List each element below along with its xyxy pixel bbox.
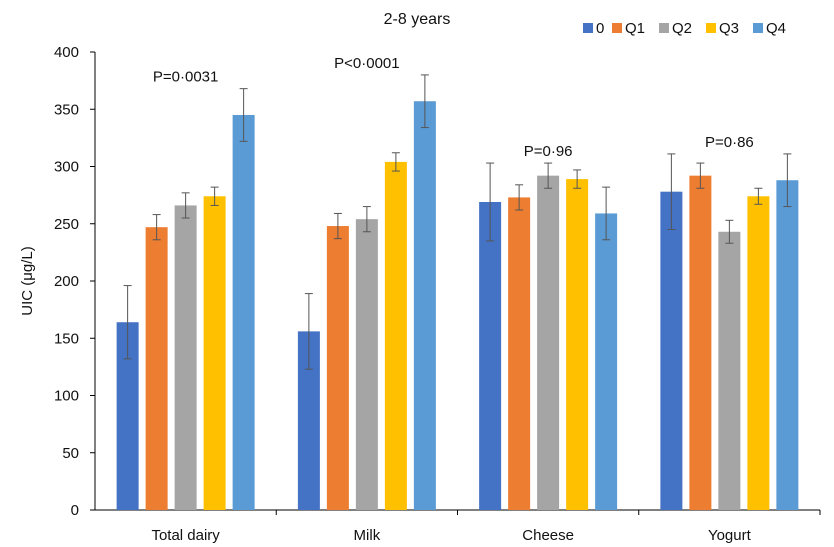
bar-q3 (384, 161, 407, 511)
bar-0 (116, 322, 139, 510)
p-value-label: P=0·0031 (153, 69, 218, 86)
p-value-label: P<0·0001 (334, 55, 399, 72)
y-tick-label: 50 (62, 445, 79, 462)
chart-title: 2-8 years (384, 11, 451, 28)
bar-0 (660, 191, 683, 510)
x-category-label: Cheese (522, 527, 574, 544)
bar-q4 (232, 114, 255, 510)
y-tick-label: 350 (54, 101, 79, 118)
x-category-label: Milk (354, 527, 381, 544)
bar-q1 (508, 197, 531, 511)
bar-q1 (145, 227, 168, 510)
bar-q2 (174, 205, 197, 510)
legend-swatch-q4 (753, 23, 763, 33)
x-category-label: Yogurt (708, 527, 752, 544)
bar-q4 (413, 101, 436, 511)
legend-label-0: 0 (596, 20, 604, 37)
bar-0 (479, 201, 502, 510)
legend: 0 Q1 Q2 Q3 Q4 (583, 20, 786, 37)
plot-area: 0 50 100 150 200 250 300 350 400 Total dairy P=0·0… (54, 44, 821, 544)
bar-q2 (355, 219, 378, 511)
bar-q2 (537, 175, 560, 510)
p-value-label: P=0·96 (524, 143, 573, 160)
legend-label-q1: Q1 (625, 20, 645, 37)
x-category-label: Total dairy (151, 527, 220, 544)
bar-q4 (776, 180, 799, 511)
legend-label-q4: Q4 (766, 20, 786, 37)
bar-0 (297, 331, 320, 510)
bar-q3 (203, 196, 226, 510)
legend-swatch-q3 (706, 23, 716, 33)
bar-q1 (689, 175, 712, 510)
bar-q1 (326, 226, 349, 511)
y-tick-label: 0 (71, 502, 79, 519)
legend-label-q2: Q2 (672, 20, 692, 37)
bar-q4 (595, 213, 618, 510)
legend-swatch-q2 (659, 23, 669, 33)
y-tick-label: 250 (54, 216, 79, 233)
p-value-label: P=0·86 (705, 134, 754, 151)
y-tick-label: 200 (54, 273, 79, 290)
bar-q2 (718, 231, 741, 510)
y-tick-label: 100 (54, 388, 79, 405)
legend-label-q3: Q3 (719, 20, 739, 37)
legend-swatch-0 (583, 23, 593, 33)
y-tick-label: 400 (54, 44, 79, 61)
y-tick-label: 150 (54, 330, 79, 347)
y-axis-label: UIC (μg/L) (19, 246, 36, 316)
legend-swatch-q1 (612, 23, 622, 33)
y-tick-label: 300 (54, 159, 79, 176)
bar-q3 (566, 179, 589, 510)
bar-q3 (747, 196, 770, 510)
